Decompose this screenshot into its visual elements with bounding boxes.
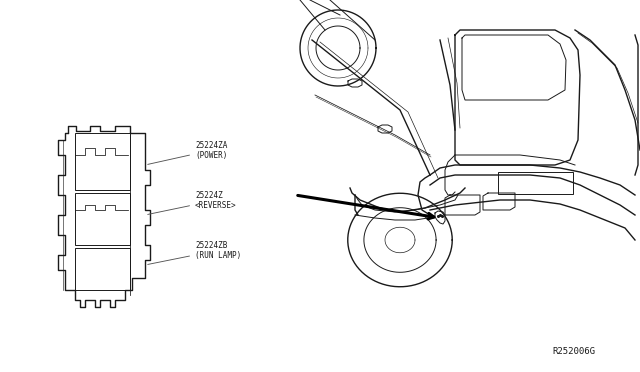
Text: R252006G: R252006G <box>552 347 595 356</box>
Bar <box>75 133 130 190</box>
Text: 25224ZB
(RUN LAMP): 25224ZB (RUN LAMP) <box>148 241 241 264</box>
Bar <box>75 193 130 245</box>
Bar <box>75 248 130 290</box>
Bar <box>498 172 573 194</box>
Text: 25224ZA
(POWER): 25224ZA (POWER) <box>148 141 227 164</box>
Text: 25224Z
<REVERSE>: 25224Z <REVERSE> <box>148 190 237 214</box>
